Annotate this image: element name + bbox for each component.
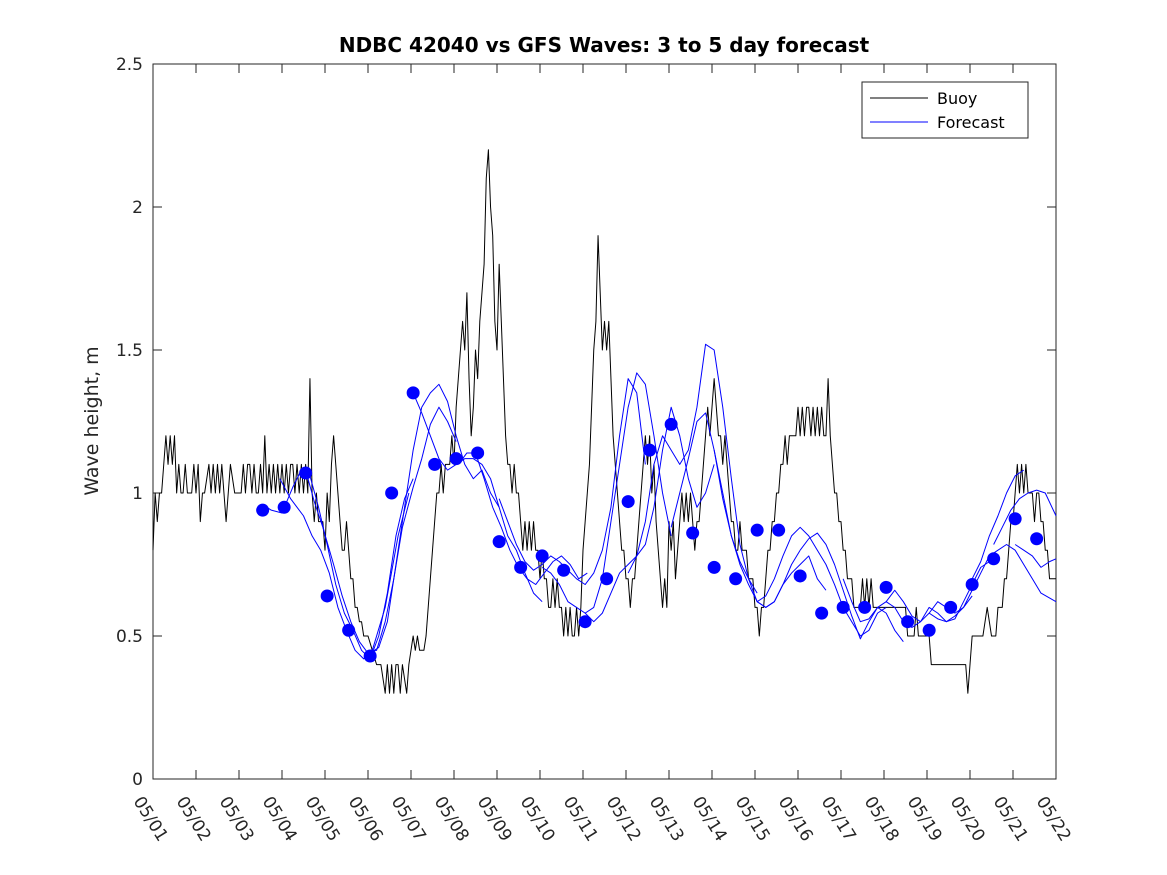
series-line-forecast xyxy=(584,406,715,623)
legend-label-forecast: Forecast xyxy=(937,113,1005,132)
legend: Buoy Forecast xyxy=(861,81,1029,139)
forecast-marker xyxy=(643,443,657,457)
plot-frame xyxy=(152,63,1057,780)
forecast-marker xyxy=(578,615,592,629)
series-line-forecast xyxy=(305,406,457,654)
forecast-marker xyxy=(492,535,506,549)
series-line-forecast xyxy=(1014,544,1057,568)
forecast-marker xyxy=(449,452,463,466)
forecast-marker xyxy=(428,457,442,471)
forecast-marker xyxy=(729,572,743,586)
forecast-marker xyxy=(944,600,958,614)
y-tick-label: 0.5 xyxy=(116,627,143,647)
forecast-marker xyxy=(385,486,399,500)
legend-label-buoy: Buoy xyxy=(937,89,977,108)
series-line-forecast xyxy=(756,526,887,637)
forecast-marker xyxy=(879,580,893,594)
forecast-marker xyxy=(793,569,807,583)
forecast-marker xyxy=(277,500,291,514)
forecast-marker xyxy=(514,560,528,574)
forecast-marker xyxy=(922,623,936,637)
forecast-marker xyxy=(256,503,270,517)
series-line-forecast xyxy=(541,372,672,614)
forecast-marker xyxy=(686,526,700,540)
y-tick-label: 2.5 xyxy=(116,55,143,75)
forecast-marker xyxy=(557,563,571,577)
forecast-marker xyxy=(621,495,635,509)
y-tick-label: 2 xyxy=(132,198,143,218)
forecast-marker xyxy=(815,606,829,620)
forecast-marker xyxy=(901,615,915,629)
forecast-marker xyxy=(750,523,764,537)
forecast-marker xyxy=(987,552,1001,566)
series-line-forecast xyxy=(799,532,904,643)
forecast-marker xyxy=(600,572,614,586)
series-line-forecast xyxy=(369,383,500,654)
forecast-marker xyxy=(406,386,420,400)
y-tick-label: 0 xyxy=(132,770,143,790)
y-tick-label: 1 xyxy=(132,484,143,504)
series-line-forecast xyxy=(971,469,1025,580)
forecast-marker xyxy=(471,446,485,460)
forecast-marker xyxy=(1008,512,1022,526)
forecast-marker xyxy=(664,417,678,431)
chart-title: NDBC 42040 vs GFS Waves: 3 to 5 day fore… xyxy=(339,33,870,57)
forecast-marker xyxy=(965,578,979,592)
y-tick-label: 1.5 xyxy=(116,341,143,361)
series-line-forecast xyxy=(713,450,827,608)
legend-box xyxy=(861,81,1029,139)
forecast-marker xyxy=(858,600,872,614)
forecast-marker xyxy=(1030,532,1044,546)
forecast-marker xyxy=(707,560,721,574)
series-line-forecast xyxy=(262,469,414,660)
forecast-marker xyxy=(836,600,850,614)
y-axis-label: Wave height, m xyxy=(81,346,103,495)
forecast-marker xyxy=(535,549,549,563)
forecast-marker xyxy=(772,523,786,537)
forecast-marker xyxy=(363,649,377,663)
series-line-forecast xyxy=(627,343,758,594)
forecast-marker xyxy=(299,466,313,480)
forecast-marker xyxy=(342,623,356,637)
series-line-forecast xyxy=(498,378,646,586)
series-line-forecast xyxy=(993,489,1057,545)
forecast-marker xyxy=(320,589,334,603)
